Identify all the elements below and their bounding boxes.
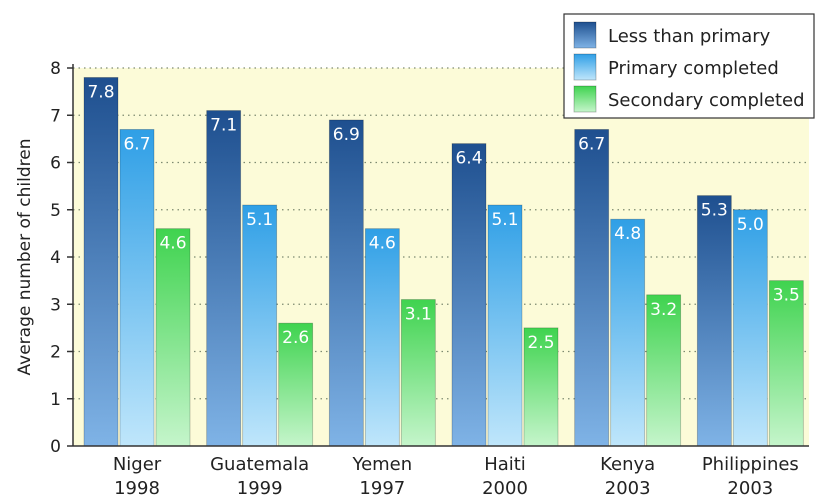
legend: Less than primary Primary completed Second… [563, 13, 815, 119]
legend-label: Less than primary [608, 26, 771, 47]
x-tick-label: Haiti [484, 454, 526, 475]
legend-swatch [573, 53, 597, 81]
data-label: 6.9 [333, 125, 360, 145]
y-tick-label: 6 [50, 154, 61, 174]
bars: 7.8 6.7 4.6 7.1 5.1 2.6 6.9 4.6 3.1 6.4 5.1 2.5 6.7 4… [83, 77, 804, 447]
data-label: 4.6 [159, 234, 186, 254]
bar-secondary-completed [523, 327, 559, 447]
y-tick-label: 5 [50, 201, 61, 221]
x-tick-label: Kenya [600, 454, 655, 475]
bar-primary-completed [242, 204, 278, 447]
y-tick-label: 0 [50, 437, 61, 457]
data-label: 6.7 [123, 134, 150, 154]
x-tick-label-year: 1997 [359, 478, 405, 497]
data-label: 2.5 [527, 333, 554, 353]
legend-swatch [573, 21, 597, 49]
bar-less-than-primary [83, 77, 119, 447]
plot-background [73, 68, 809, 446]
x-tick-label: Yemen [351, 454, 412, 475]
bar-less-than-primary [206, 110, 242, 447]
bar-less-than-primary [328, 119, 364, 447]
x-tick-label: Niger [113, 454, 162, 475]
y-tick-label: 8 [50, 59, 61, 79]
data-label: 6.7 [578, 134, 605, 154]
bar-primary-completed [610, 218, 646, 447]
legend-label: Primary completed [608, 58, 779, 79]
data-label: 4.6 [369, 234, 396, 254]
bar-secondary-completed [278, 322, 314, 447]
bar-less-than-primary [574, 129, 610, 447]
data-label: 7.1 [210, 116, 237, 136]
data-label: 3.5 [773, 286, 800, 306]
data-label: 7.8 [87, 82, 114, 102]
x-tick-label: Philippines [702, 454, 799, 475]
y-tick-label: 1 [50, 390, 61, 410]
data-label: 2.6 [282, 328, 309, 348]
y-axis-title: Average number of children [15, 139, 35, 376]
legend-label: Secondary completed [608, 90, 805, 111]
axes: 0 1 2 3 4 5 6 7 8 Niger 1998 Guatemala 1999 Yemen 1997… [50, 59, 809, 497]
bar-primary-completed [732, 209, 768, 447]
data-label: 5.3 [701, 201, 728, 221]
data-label: 5.1 [491, 210, 518, 230]
bar-secondary-completed [646, 294, 682, 447]
y-tick-label: 3 [50, 295, 61, 315]
data-label: 5.1 [246, 210, 273, 230]
x-tick-label-year: 2000 [482, 478, 528, 497]
bar-primary-completed [119, 129, 155, 447]
data-label: 5.0 [737, 215, 764, 235]
y-tick-label: 2 [50, 343, 61, 363]
data-label: 6.4 [455, 149, 482, 169]
bar-primary-completed [487, 204, 523, 447]
legend-swatch [573, 85, 597, 113]
bar-less-than-primary [451, 143, 487, 447]
legend-box [563, 13, 815, 119]
x-tick-label-year: 2003 [727, 478, 773, 497]
x-tick-label-year: 2003 [605, 478, 651, 497]
data-label: 3.2 [650, 300, 677, 320]
x-tick-label-year: 1999 [237, 478, 283, 497]
bar-less-than-primary [696, 195, 732, 447]
bar-secondary-completed [155, 228, 191, 447]
x-tick-label-year: 1998 [114, 478, 160, 497]
bar-secondary-completed [768, 280, 804, 447]
y-tick-label: 7 [50, 106, 61, 126]
x-tick-label: Guatemala [210, 454, 309, 475]
data-label: 4.8 [614, 224, 641, 244]
bar-primary-completed [364, 228, 400, 447]
bar-secondary-completed [400, 299, 436, 447]
y-tick-label: 4 [50, 248, 61, 268]
data-label: 3.1 [405, 305, 432, 325]
